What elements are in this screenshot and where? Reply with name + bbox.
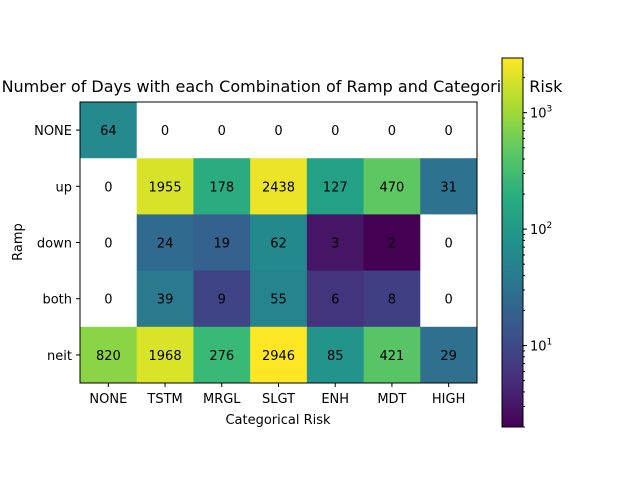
colorbar-tick-label: 102	[530, 221, 552, 238]
cell-value-label: 9	[218, 293, 226, 308]
heatmap-cell	[136, 158, 194, 215]
heatmap-cell	[363, 158, 421, 215]
x-tick-label: MDT	[377, 392, 406, 407]
cell-value-label: 0	[388, 124, 396, 139]
heatmap-cell	[420, 102, 478, 159]
heatmap-cell	[193, 102, 251, 159]
cell-value-label: 0	[274, 124, 282, 139]
x-tick-label: NONE	[89, 392, 127, 407]
y-axis-title: Ramp	[11, 223, 26, 261]
heatmap-cells	[80, 102, 478, 384]
cell-value-label: 55	[270, 293, 287, 308]
cell-value-label: 470	[380, 180, 405, 195]
cell-value-label: 0	[161, 124, 169, 139]
cell-value-label: 127	[323, 180, 348, 195]
cell-value-label: 0	[445, 124, 453, 139]
x-tick-label: TSTM	[146, 392, 182, 407]
x-tick-label: ENH	[321, 392, 349, 407]
heatmap-cell	[136, 102, 194, 159]
x-tick-label: HIGH	[432, 392, 465, 407]
cell-value-label: 31	[440, 180, 457, 195]
heatmap-cell	[306, 158, 365, 215]
cell-value-label: 2438	[262, 180, 295, 195]
x-tick-label: SLGT	[262, 392, 295, 407]
heatmap-cell	[363, 326, 421, 384]
heatmap-cell	[250, 214, 308, 272]
y-tick-label: down	[37, 237, 72, 252]
cell-value-label: 0	[445, 293, 453, 308]
cell-value-label: 29	[440, 349, 457, 364]
heatmap-cell	[250, 102, 308, 159]
y-axis-ticks: NONE up down both neit	[34, 124, 80, 364]
cell-value-label: 276	[209, 349, 234, 364]
heatmap-cell	[420, 214, 478, 272]
cell-value-label: 0	[331, 124, 339, 139]
cell-value-label: 6	[331, 293, 339, 308]
colorbar-ticks: 101 102 103	[523, 77, 552, 428]
heatmap-cell	[420, 158, 478, 215]
cell-value-label: 421	[380, 349, 405, 364]
cell-value-label: 8	[388, 293, 396, 308]
heatmap-cell	[136, 214, 194, 272]
cell-value-label: 62	[270, 237, 287, 252]
colorbar-tick-label: 103	[530, 105, 552, 122]
heatmap-cell	[250, 270, 308, 328]
heatmap-cell	[250, 158, 308, 215]
cell-value-label: 3	[331, 237, 339, 252]
heatmap-cell	[80, 158, 138, 215]
chart-title: Number of Days with each Combination of …	[2, 77, 564, 96]
heatmap-cell	[80, 214, 138, 272]
heatmap-cell	[193, 326, 251, 384]
cell-value-label: 0	[104, 180, 112, 195]
heatmap-cell	[363, 102, 421, 159]
cell-value-label: 0	[104, 293, 112, 308]
y-tick-label: both	[42, 293, 72, 308]
colorbar-tick-label: 101	[530, 338, 552, 355]
x-axis-title: Categorical Risk	[225, 413, 331, 428]
heatmap-cell	[250, 326, 308, 384]
cell-value-label: 820	[96, 349, 121, 364]
cell-value-label: 64	[100, 124, 117, 139]
y-tick-label: neit	[47, 349, 72, 364]
heatmap-cell	[363, 214, 421, 272]
heatmap-cell	[306, 270, 365, 328]
heatmap-cell	[306, 102, 365, 159]
x-axis-ticks: NONE TSTM MRGL SLGT ENH MDT HIGH	[89, 383, 465, 407]
heatmap-cell	[420, 326, 478, 384]
heatmap-cell	[306, 214, 365, 272]
cell-value-label: 1968	[149, 349, 182, 364]
heatmap-cell	[420, 270, 478, 328]
cell-value-label: 0	[445, 237, 453, 252]
y-tick-label: up	[56, 180, 73, 195]
heatmap-cell-labels: 64 0 0 0 0 0 0 0 1955 178 2438 127 470 31 0 24 19 62 3 2 0 0 3…	[96, 124, 457, 364]
heatmap-cell	[193, 214, 251, 272]
colorbar	[501, 57, 524, 428]
cell-value-label: 2946	[262, 349, 295, 364]
cell-value-label: 19	[214, 237, 231, 252]
heatmap-cell	[136, 270, 194, 328]
cell-value-label: 1955	[149, 180, 182, 195]
cell-value-label: 0	[218, 124, 226, 139]
cell-value-label: 39	[157, 293, 174, 308]
cell-value-label: 85	[327, 349, 344, 364]
x-tick-label: MRGL	[203, 392, 241, 407]
cell-value-label: 24	[157, 237, 174, 252]
cell-value-label: 178	[209, 180, 234, 195]
heatmap-cell	[80, 270, 138, 328]
cell-value-label: 0	[104, 237, 112, 252]
cell-value-label: 2	[388, 237, 396, 252]
heatmap-cell	[363, 270, 421, 328]
heatmap-cell	[193, 270, 251, 328]
heatmap-cell	[193, 158, 251, 215]
heatmap-cell	[80, 102, 138, 159]
heatmap-cell	[136, 326, 194, 384]
y-tick-label: NONE	[34, 124, 72, 139]
heatmap-cell	[306, 326, 365, 384]
heatmap-cell	[80, 326, 138, 384]
